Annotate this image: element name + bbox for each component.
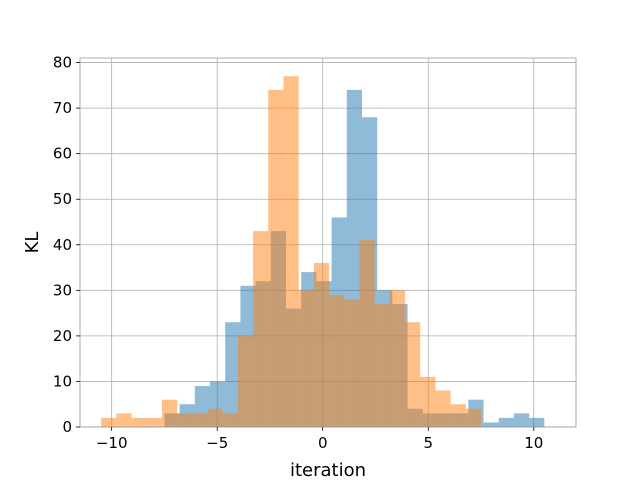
histogram-bar-series-2 [192,413,208,427]
y-axis-label: KL [22,232,43,254]
histogram-bar-series-2 [207,408,223,427]
plot-frame [79,57,577,428]
y-tick-label: 80 [53,54,72,72]
histogram-bar-series-1 [483,422,499,427]
histogram-bar-series-1 [498,417,514,427]
y-tick-label: 40 [53,236,72,254]
x-tick-label: 5 [423,434,433,452]
y-axis-ticks: 0 10 20 30 40 50 60 70 80 [53,54,80,436]
histogram-bar-series-2 [101,417,117,427]
histogram-bar-series-2 [161,399,178,427]
y-tick-label: 50 [53,190,72,208]
histogram-bar-series-2 [268,89,284,427]
histogram-bar-series-2 [222,413,238,427]
y-tick-label: 10 [53,372,72,390]
y-tick-label: 0 [62,418,72,436]
histogram-bar-series-2 [359,240,375,427]
x-axis-label: iteration [290,460,366,480]
histogram-bar-series-2 [435,390,451,427]
histogram-bar-series-2 [465,408,482,427]
y-tick-label: 60 [53,145,72,163]
histogram-bar-series-2 [298,290,314,427]
x-tick-label: 10 [524,434,543,452]
histogram-bar-series-2 [177,413,193,427]
histogram-bar-series-2 [329,294,345,427]
histogram-bar-series-2 [237,335,254,427]
x-tick-label: −10 [96,434,128,452]
histogram-bar-series-2 [389,290,406,427]
y-tick-label: 70 [53,99,72,117]
y-tick-label: 30 [53,281,72,299]
histogram-bar-series-2 [146,417,162,427]
histogram-bar-series-2 [131,417,147,427]
histogram-bar-series-2 [344,299,360,427]
histogram-bar-series-2 [283,76,299,427]
histogram-bars [101,76,545,427]
histogram-bar-series-2 [420,376,436,427]
histogram-bar-series-1 [513,413,530,427]
histogram-bar-series-2 [313,263,330,427]
x-axis-ticks: −10 −5 0 5 10 [96,427,543,452]
histogram-bar-series-1 [529,417,545,427]
histogram-bar-series-1 [225,322,241,427]
histogram-bar-series-2 [374,304,390,427]
histogram-bar-series-2 [116,413,132,427]
x-tick-label: 0 [318,434,328,452]
y-tick-label: 20 [53,327,72,345]
histogram-bar-series-2 [253,231,269,427]
x-tick-label: −5 [206,434,228,452]
histogram-bar-series-2 [450,404,466,427]
histogram-bar-series-2 [405,322,421,427]
